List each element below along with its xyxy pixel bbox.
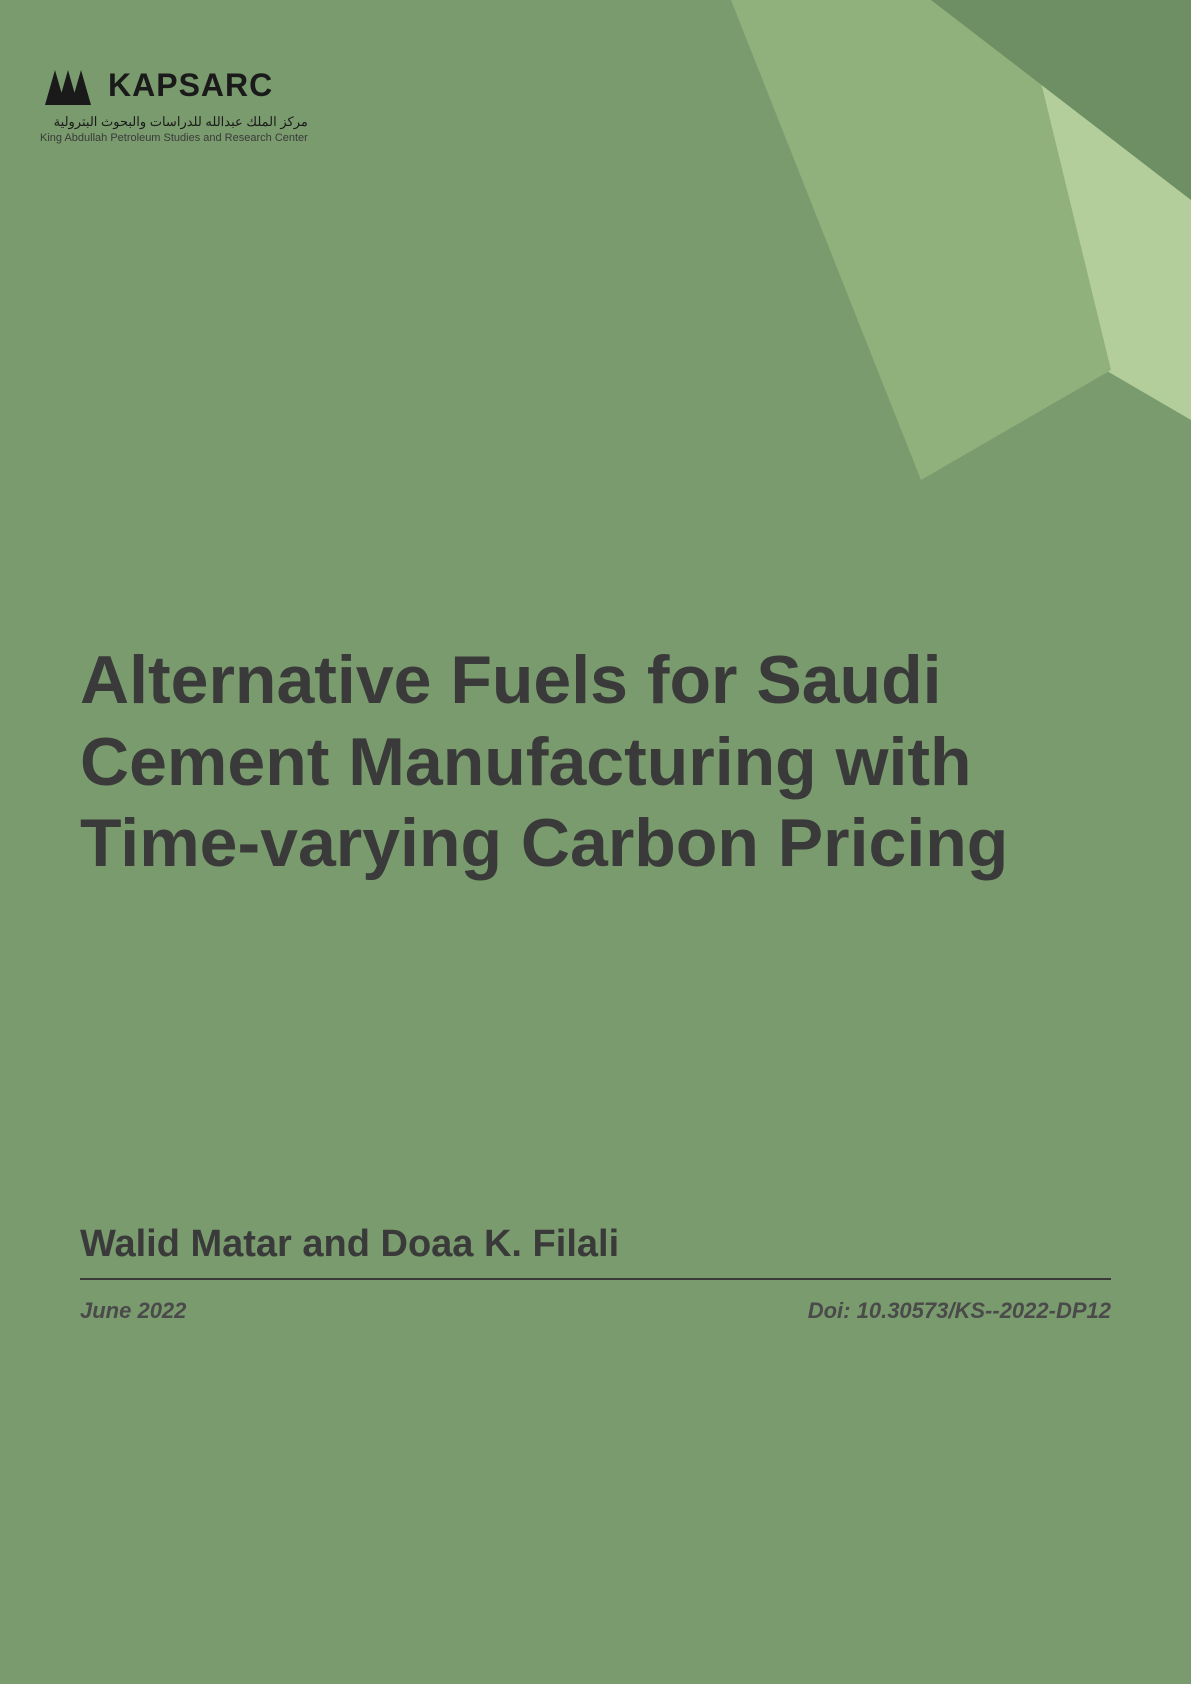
publication-date: June 2022: [80, 1298, 186, 1324]
paper-title: Alternative Fuels for Saudi Cement Manuf…: [80, 640, 1111, 885]
meta-row: June 2022 Doi: 10.30573/KS--2022-DP12: [80, 1298, 1111, 1324]
doi-label: Doi: 10.30573/KS--2022-DP12: [808, 1298, 1111, 1324]
kapsarc-logo-icon: [40, 60, 100, 110]
logo-english-text: King Abdullah Petroleum Studies and Rese…: [40, 132, 308, 144]
logo-name: KAPSARC: [108, 67, 273, 104]
logo-arabic-text: مركز الملك عبدالله للدراسات والبحوث البت…: [40, 114, 308, 130]
logo-block: KAPSARC مركز الملك عبدالله للدراسات والب…: [40, 60, 308, 144]
authors-section: Walid Matar and Doaa K. Filali June 2022…: [80, 1223, 1111, 1324]
authors-names: Walid Matar and Doaa K. Filali: [80, 1223, 1111, 1280]
content-area: Alternative Fuels for Saudi Cement Manuf…: [0, 0, 1191, 1684]
